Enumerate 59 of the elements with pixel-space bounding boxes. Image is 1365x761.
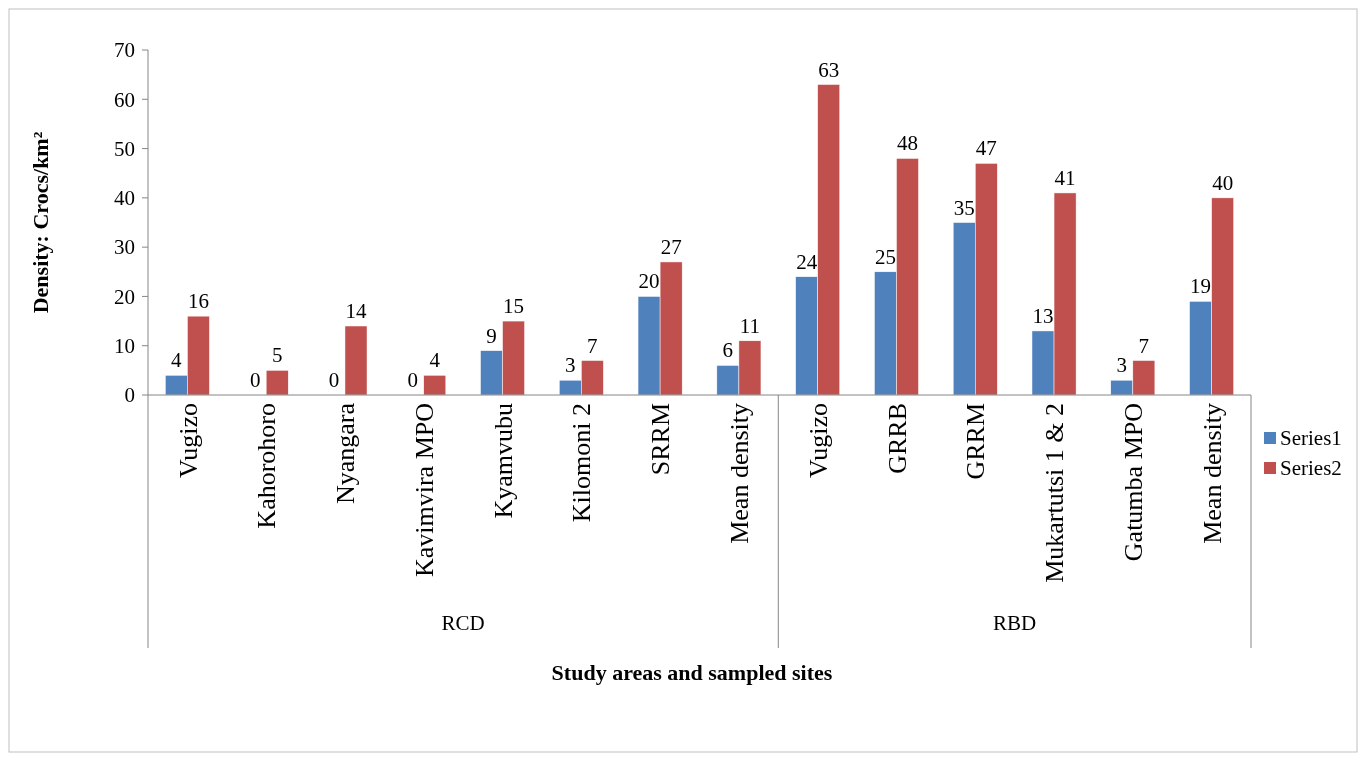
data-label: 19 <box>1190 274 1212 299</box>
x-tick-label: Kavimvira MPO <box>409 403 439 578</box>
x-tick-label: Vugizo <box>803 403 833 478</box>
x-tick-label: GRRM <box>961 403 991 480</box>
data-label: 0 <box>328 368 340 392</box>
data-label: 0 <box>407 368 418 392</box>
y-tick-label: 40 <box>114 186 135 211</box>
x-tick-label: Gatumba MPO <box>1118 403 1148 562</box>
data-label: 7 <box>587 333 598 358</box>
y-tick-label: 30 <box>114 235 135 260</box>
x-tick-label: Kilomoni 2 <box>567 403 597 523</box>
y-tick-label: 10 <box>114 334 135 359</box>
x-tick-label: Vugizo <box>173 403 203 478</box>
bar <box>265 370 289 396</box>
data-label: 3 <box>1116 353 1128 378</box>
data-label: 7 <box>1138 333 1150 358</box>
bar <box>344 325 368 396</box>
data-label: 11 <box>739 313 761 338</box>
data-label: 27 <box>660 234 682 259</box>
x-tick-label: Kyamvubu <box>488 403 518 519</box>
data-label: 48 <box>896 131 918 156</box>
data-label: 47 <box>975 136 997 161</box>
data-label: 24 <box>796 249 818 274</box>
data-label: 35 <box>953 195 975 220</box>
x-tick-label: Nyangara <box>331 402 361 505</box>
x-tick-label: Mean density <box>1197 403 1227 544</box>
data-label: 0 <box>249 368 261 392</box>
data-label: 14 <box>345 299 367 323</box>
legend-label: Series2 <box>1280 456 1342 481</box>
y-tick-label: 50 <box>114 136 135 161</box>
data-label: 5 <box>271 343 283 368</box>
data-label: 9 <box>486 323 497 348</box>
legend-label: Series1 <box>1280 426 1342 451</box>
data-label: 63 <box>818 57 840 82</box>
data-label: 3 <box>565 353 576 378</box>
y-tick-label: 60 <box>114 87 135 112</box>
x-axis-title: Study areas and sampled sites <box>551 660 833 685</box>
text: RBD <box>993 611 1037 635</box>
y-tick-label: 70 <box>114 38 135 63</box>
x-tick-label: Kahorohoro <box>252 403 282 529</box>
data-label: 15 <box>503 294 525 319</box>
y-tick-label: 0 <box>124 383 135 408</box>
data-label: 13 <box>1032 303 1054 328</box>
text: RCD <box>441 611 485 635</box>
x-tick-label: Mukartutsi 1 & 2 <box>1040 403 1070 583</box>
x-tick-label: GRRB <box>882 403 912 474</box>
data-label: 20 <box>638 269 660 294</box>
data-label: 25 <box>874 244 896 269</box>
data-label: 6 <box>722 338 734 363</box>
x-tick-label: Mean density <box>724 403 754 544</box>
y-tick-label: 20 <box>114 284 135 309</box>
data-label: 4 <box>171 348 183 373</box>
data-label: 41 <box>1054 165 1076 190</box>
x-tick-label: SRRM <box>646 403 676 476</box>
data-label: 40 <box>1212 170 1234 195</box>
data-label: 4 <box>429 348 441 373</box>
bar <box>423 375 447 396</box>
data-label: 16 <box>187 289 209 314</box>
y-axis-title: Density: Crocs/km² <box>28 131 53 314</box>
